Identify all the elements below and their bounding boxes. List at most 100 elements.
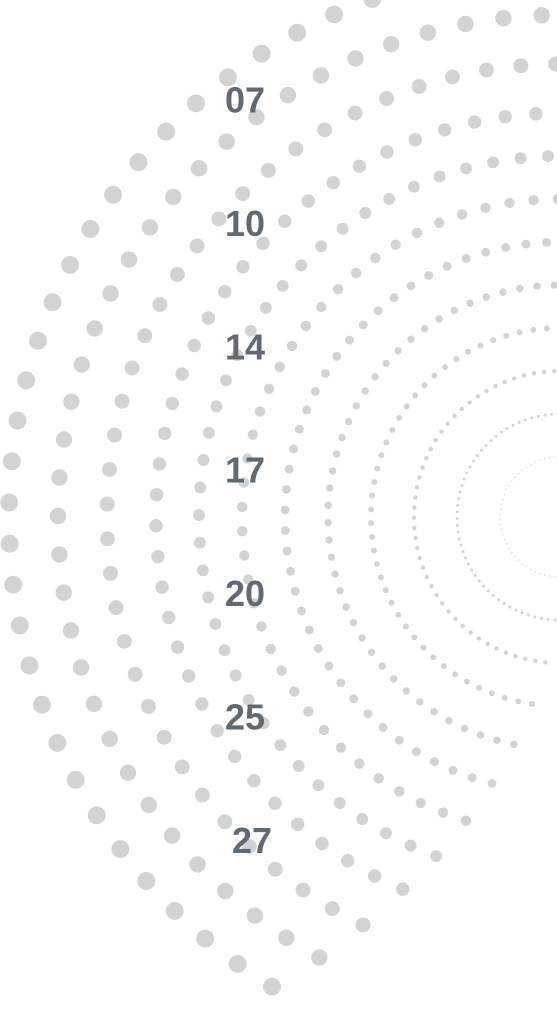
dot bbox=[501, 242, 511, 252]
dot bbox=[326, 176, 340, 190]
dot bbox=[536, 414, 540, 418]
dot bbox=[543, 325, 550, 332]
dot bbox=[433, 438, 438, 443]
dot bbox=[439, 429, 444, 434]
dot bbox=[383, 36, 400, 53]
dot bbox=[482, 584, 486, 588]
dot bbox=[320, 368, 330, 378]
dot bbox=[66, 770, 85, 789]
dot bbox=[412, 505, 417, 510]
dot bbox=[162, 610, 176, 625]
dot bbox=[349, 694, 359, 704]
dot bbox=[155, 580, 169, 594]
dot bbox=[440, 663, 447, 670]
dot bbox=[127, 666, 143, 682]
dot bbox=[460, 162, 473, 175]
dot bbox=[534, 571, 536, 573]
dot bbox=[453, 616, 458, 622]
dot bbox=[243, 574, 254, 585]
dot bbox=[466, 299, 474, 307]
dot bbox=[549, 575, 551, 577]
dot bbox=[294, 424, 304, 434]
dot bbox=[417, 475, 422, 480]
dot bbox=[209, 618, 222, 631]
dot bbox=[338, 433, 346, 442]
dot bbox=[378, 662, 386, 670]
dot bbox=[550, 412, 554, 416]
dot bbox=[459, 406, 464, 412]
dot bbox=[189, 238, 205, 254]
dot bbox=[493, 383, 498, 389]
dot bbox=[278, 929, 295, 946]
dot bbox=[242, 453, 253, 464]
dot bbox=[163, 827, 181, 844]
dot bbox=[495, 10, 512, 27]
dot bbox=[512, 376, 517, 381]
dot bbox=[304, 625, 314, 635]
dot bbox=[479, 62, 494, 78]
dot bbox=[468, 630, 473, 635]
dot bbox=[501, 498, 504, 501]
dot bbox=[229, 669, 242, 682]
dot bbox=[239, 550, 250, 561]
dot bbox=[201, 311, 216, 325]
dot bbox=[290, 586, 300, 596]
dot bbox=[291, 817, 305, 831]
dot bbox=[489, 439, 493, 443]
dot bbox=[103, 565, 118, 581]
dot bbox=[51, 546, 68, 563]
dot bbox=[247, 429, 258, 440]
dot bbox=[412, 392, 419, 399]
dot bbox=[124, 360, 140, 376]
dot bbox=[458, 490, 462, 494]
dot bbox=[504, 197, 515, 209]
dot bbox=[456, 209, 468, 220]
dot bbox=[295, 259, 308, 272]
dot bbox=[461, 254, 471, 263]
dot bbox=[552, 368, 557, 374]
dot bbox=[389, 426, 396, 433]
dot bbox=[378, 452, 385, 459]
dot bbox=[460, 815, 472, 826]
dot bbox=[445, 717, 453, 725]
dot bbox=[501, 533, 504, 536]
dot bbox=[100, 531, 115, 547]
dot bbox=[17, 371, 36, 390]
dot bbox=[517, 421, 521, 424]
dot bbox=[515, 698, 522, 705]
dot bbox=[303, 706, 314, 717]
dot bbox=[369, 533, 376, 540]
dot bbox=[246, 907, 264, 924]
dot bbox=[437, 123, 452, 137]
dot bbox=[256, 621, 267, 632]
dot bbox=[373, 306, 383, 316]
dot bbox=[416, 698, 424, 706]
dot bbox=[421, 382, 428, 389]
dot bbox=[129, 153, 148, 172]
dot bbox=[508, 547, 510, 550]
dot bbox=[152, 297, 168, 312]
dot bbox=[510, 740, 518, 749]
number-label: 27 bbox=[232, 820, 272, 861]
dot bbox=[170, 640, 185, 654]
dot bbox=[502, 379, 507, 385]
dot bbox=[86, 320, 104, 337]
dot bbox=[265, 643, 276, 655]
number-label: 14 bbox=[225, 326, 265, 367]
dot bbox=[445, 69, 460, 85]
dot bbox=[490, 337, 497, 344]
dot bbox=[383, 193, 396, 205]
dot bbox=[151, 549, 165, 564]
dot bbox=[174, 759, 190, 775]
dot bbox=[137, 872, 156, 890]
dot bbox=[394, 347, 402, 355]
dot bbox=[394, 786, 405, 797]
number-list: 07 10 14 17 20 25 27 bbox=[225, 80, 272, 861]
dot bbox=[292, 760, 305, 772]
dot-pattern bbox=[0, 0, 557, 996]
dot bbox=[390, 675, 398, 683]
dot bbox=[521, 239, 531, 249]
dot bbox=[554, 456, 556, 458]
